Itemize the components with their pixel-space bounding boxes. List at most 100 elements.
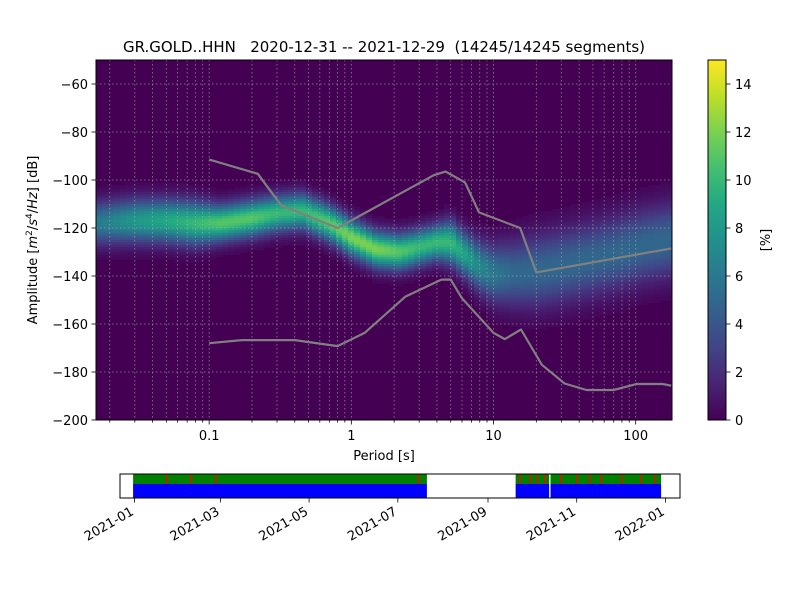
heatmap-cell (378, 249, 385, 253)
heatmap-cell (396, 252, 403, 255)
heatmap-cell (360, 261, 367, 265)
heatmap-cell (450, 247, 457, 251)
heatmap-cell (510, 285, 517, 289)
heatmap-cell (558, 285, 565, 289)
heatmap-cell (606, 276, 613, 279)
heatmap-cell (264, 199, 271, 203)
heatmap-cell (522, 247, 529, 251)
heatmap-cell (210, 249, 217, 253)
heatmap-cell (576, 237, 583, 241)
heatmap-cell (270, 187, 277, 191)
heatmap-cell (372, 247, 379, 251)
heatmap-cell (234, 194, 241, 198)
heatmap-cell (372, 225, 379, 229)
heatmap-cell (108, 196, 115, 200)
heatmap-cell (498, 321, 505, 325)
heatmap-cell (258, 184, 265, 188)
heatmap-cell (228, 204, 235, 207)
heatmap-cell (414, 242, 421, 246)
heatmap-cell (558, 309, 565, 313)
heatmap-cell (546, 273, 553, 277)
heatmap-cell (396, 256, 403, 260)
heatmap-cell (648, 290, 655, 294)
heatmap-cell (222, 204, 229, 207)
heatmap-cell (462, 247, 469, 251)
heatmap-cell (384, 256, 391, 260)
heatmap-cell (480, 232, 487, 236)
heatmap-cell (438, 220, 445, 224)
heatmap-cell (126, 244, 133, 248)
heatmap-cell (510, 252, 517, 255)
heatmap-cell (378, 268, 385, 272)
heatmap-cell (660, 218, 667, 222)
heatmap-cell (648, 211, 655, 215)
heatmap-cell (336, 259, 343, 263)
heatmap-cell (336, 232, 343, 236)
heatmap-cell (666, 184, 672, 188)
heatmap-cell (558, 232, 565, 236)
heatmap-cell (444, 247, 451, 251)
heatmap-cell (144, 213, 151, 217)
heatmap-cell (552, 228, 559, 231)
heatmap-cell (564, 216, 571, 219)
heatmap-cell (426, 256, 433, 260)
heatmap-cell (534, 235, 541, 239)
heatmap-cell (468, 268, 475, 272)
heatmap-cell (102, 228, 109, 231)
heatmap-cell (252, 237, 259, 241)
heatmap-cell (582, 309, 589, 313)
heatmap-cell (174, 242, 181, 246)
heatmap-cell (174, 194, 181, 198)
heatmap-cell (228, 208, 235, 212)
heatmap-cell (564, 280, 571, 284)
heatmap-cell (372, 237, 379, 241)
heatmap-cell (426, 247, 433, 251)
heatmap-cell (534, 292, 541, 296)
heatmap-cell (480, 249, 487, 253)
heatmap-cell (552, 247, 559, 251)
heatmap-cell (222, 240, 229, 243)
heatmap-cell (216, 244, 223, 248)
heatmap-cell (630, 278, 637, 282)
heatmap-cell (570, 295, 577, 299)
heatmap-cell (666, 295, 672, 299)
heatmap-cell (588, 276, 595, 279)
heatmap-cell (336, 235, 343, 239)
heatmap-cell (546, 244, 553, 248)
heatmap-cell (480, 297, 487, 301)
heatmap-cell (240, 230, 247, 234)
heatmap-cell (522, 259, 529, 263)
heatmap-cell (168, 252, 175, 255)
heatmap-cell (144, 201, 151, 205)
heatmap-cell (540, 218, 547, 222)
heatmap-cell (324, 230, 331, 234)
heatmap-cell (318, 242, 325, 246)
heatmap-cell (384, 242, 391, 246)
heatmap-cell (588, 285, 595, 289)
heatmap-cell (558, 261, 565, 265)
heatmap-cell (438, 223, 445, 227)
heatmap-cell (492, 319, 499, 323)
heatmap-cell (228, 228, 235, 231)
heatmap-cell (282, 225, 289, 229)
heatmap-cell (570, 261, 577, 265)
heatmap-cell (120, 230, 127, 234)
heatmap-cell (666, 266, 672, 270)
heatmap-cell (180, 247, 187, 251)
heatmap-cell (114, 244, 121, 248)
heatmap-cell (522, 256, 529, 260)
heatmap-cell (294, 213, 301, 217)
heatmap-cell (186, 216, 193, 219)
heatmap-cell (426, 228, 433, 231)
heatmap-cell (120, 247, 127, 251)
heatmap-cell (402, 240, 409, 243)
date-tick-label: 2021-07 (345, 504, 400, 544)
heatmap-cell (192, 194, 199, 198)
heatmap-cell (486, 232, 493, 236)
heatmap-cell (540, 297, 547, 301)
heatmap-cell (594, 204, 601, 207)
heatmap-cell (474, 280, 481, 284)
heatmap-cell (414, 244, 421, 248)
heatmap-cell (102, 242, 109, 246)
heatmap-cell (414, 218, 421, 222)
